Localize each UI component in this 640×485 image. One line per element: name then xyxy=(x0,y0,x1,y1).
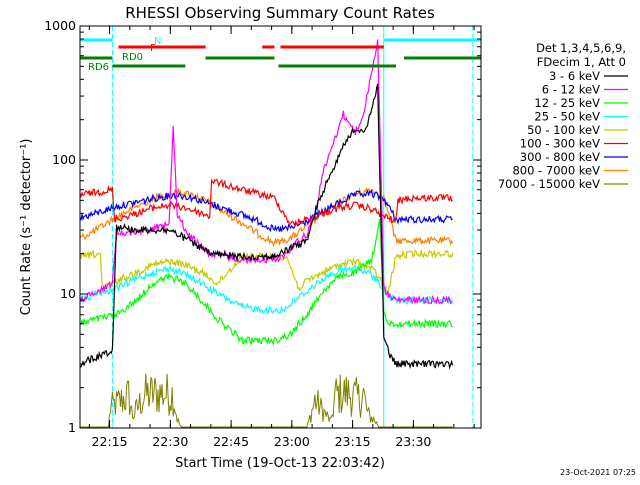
x-tick-label-0: 22:15 xyxy=(92,434,128,449)
legend-label-1: 3 - 6 keV xyxy=(549,69,600,83)
y-axis-label: Count Rate (s⁻¹ detector⁻¹) xyxy=(19,139,34,316)
series-line-3 xyxy=(79,218,453,347)
status-bar-label-rd6: RD6 xyxy=(88,62,109,73)
x-tick-label-3: 23:00 xyxy=(274,434,310,449)
series-line-1 xyxy=(79,83,454,370)
legend-label-8: 800 - 7000 keV xyxy=(512,164,600,178)
y-tick-label-3: 1000 xyxy=(44,18,76,33)
y-tick-label-0: 1 xyxy=(68,420,76,435)
plot-area: NF RD0 RD6 xyxy=(79,26,481,428)
x-tick-label-5: 23:30 xyxy=(395,434,431,449)
status-bar-label-n: N xyxy=(154,36,161,47)
series-line-2 xyxy=(79,39,453,305)
legend-label-7: 300 - 800 keV xyxy=(520,150,600,164)
axes: 22:15 22:30 22:45 23:00 23:15 23:30 1 10 100 1000 xyxy=(44,18,481,449)
legend-label-4: 25 - 50 keV xyxy=(534,110,600,124)
series-line-8 xyxy=(79,186,454,248)
legend-label-5: 50 - 100 keV xyxy=(527,123,600,137)
legend-header-line-2: FDecim 1, Att 0 xyxy=(537,55,626,69)
status-bar-label-rd0: RD0 xyxy=(122,52,143,63)
series-line-7 xyxy=(79,189,454,233)
legend-header-line-1: Det 1,3,4,5,6,9, xyxy=(536,41,626,55)
legend-label-2: 6 - 12 keV xyxy=(542,83,600,97)
footer-date: 23-Oct-2021 07:25 xyxy=(560,468,636,477)
chart-title: RHESSI Observing Summary Count Rates xyxy=(125,4,435,22)
x-tick-label-4: 23:15 xyxy=(335,434,371,449)
series-line-4 xyxy=(79,264,453,315)
series-line-6 xyxy=(79,178,453,227)
y-tick-label-1: 10 xyxy=(60,286,76,301)
x-axis-label: Start Time (19-Oct-13 22:03:42) xyxy=(175,456,385,471)
series-line-5 xyxy=(79,249,454,297)
plot-frame xyxy=(79,25,482,429)
legend-label-6: 100 - 300 keV xyxy=(520,137,600,151)
y-tick-label-2: 100 xyxy=(52,152,76,167)
legend-label-9: 7000 - 15000 keV xyxy=(498,177,600,191)
x-tick-label-1: 22:30 xyxy=(152,434,188,449)
status-bar-label-f: F xyxy=(150,43,156,54)
x-tick-label-2: 22:45 xyxy=(213,434,249,449)
legend-label-3: 12 - 25 keV xyxy=(534,96,600,110)
series-line-9 xyxy=(80,373,453,428)
